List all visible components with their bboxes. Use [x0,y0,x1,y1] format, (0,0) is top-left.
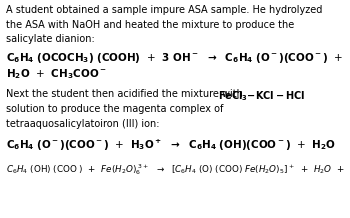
Text: salicylate dianion:: salicylate dianion: [6,34,95,44]
Text: tetraaquosalicylatoiron (III) ion:: tetraaquosalicylatoiron (III) ion: [6,119,160,129]
Text: $C_6H_4$ (OH) (COO )  +  $Fe(H_2O)_6^{\ 3+}$  $\rightarrow$  $[C_6H_4$ (O) (COO): $C_6H_4$ (OH) (COO ) + $Fe(H_2O)_6^{\ 3+… [6,162,350,177]
Text: $\mathbf{C_6H_4}$ $\mathbf{(OCOCH_3)}$ $\mathbf{(COOH)}$  +  $\mathbf{3\ OH^-}$ : $\mathbf{C_6H_4}$ $\mathbf{(OCOCH_3)}$ $… [6,51,350,65]
Text: $\mathbf{FeCl_3}$$\mathbf{-KCl-HCl}$: $\mathbf{FeCl_3}$$\mathbf{-KCl-HCl}$ [218,89,305,103]
Text: solution to produce the magenta complex of: solution to produce the magenta complex … [6,104,224,114]
Text: $\mathbf{C_6H_4}$ $\mathbf{(O^-)(COO^-)}$  +  $\mathbf{H_3O^+}$  $\mathbf{\right: $\mathbf{C_6H_4}$ $\mathbf{(O^-)(COO^-)}… [6,138,336,153]
Text: $\mathbf{H_2O}$  +  $\mathbf{CH_3COO^-}$: $\mathbf{H_2O}$ + $\mathbf{CH_3COO^-}$ [6,68,107,81]
Text: the ASA with NaOH and heated the mixture to produce the: the ASA with NaOH and heated the mixture… [6,20,295,30]
Text: A student obtained a sample impure ASA sample. He hydrolyzed: A student obtained a sample impure ASA s… [6,5,323,15]
Text: Next the student then acidified the mixture with: Next the student then acidified the mixt… [6,89,246,99]
